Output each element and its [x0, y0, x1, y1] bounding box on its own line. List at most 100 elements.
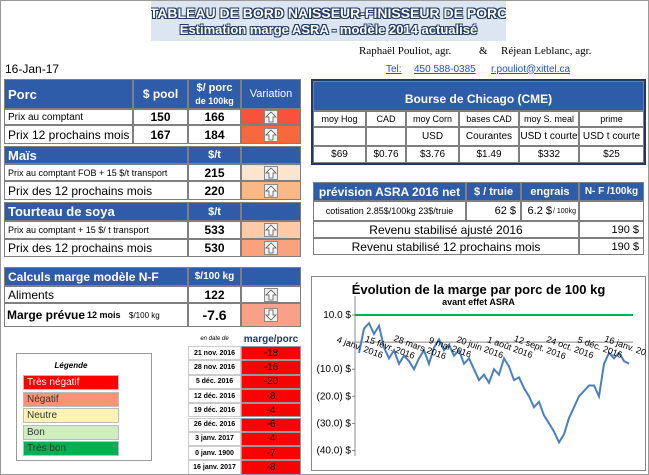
section-title: Porc: [4, 79, 133, 109]
cme-unit: USD t courte: [579, 127, 644, 146]
legend-item: Très bon: [23, 441, 119, 456]
history-date: 12 déc. 2016: [188, 388, 241, 404]
price: 166: [188, 109, 241, 125]
price: 184: [188, 125, 241, 144]
cme-value: $0.76: [366, 146, 406, 163]
history-date: 0 janv. 1900: [188, 446, 241, 461]
cme-column: moy Corn: [406, 111, 459, 127]
tel-label: Tel:: [386, 63, 402, 75]
author: Raphaël Pouliot, agr.: [359, 44, 452, 57]
y-tick-label: (30.0) $: [317, 418, 352, 429]
cme-column: bases CAD: [459, 111, 519, 127]
engrais-box: [521, 201, 579, 221]
cme-unit: USD: [406, 127, 459, 146]
chart-box: [311, 276, 646, 471]
author: Réjean Leblanc, agr.: [501, 44, 592, 57]
price: 220: [188, 181, 241, 200]
cme-column: prime: [579, 111, 644, 127]
history-value: -4: [241, 403, 301, 418]
subtitle: Estimation marge ASRA - modèle 2014 actu…: [179, 22, 478, 37]
legend-item: Bon: [23, 424, 119, 440]
variation-cell: [241, 303, 301, 327]
chart-subtitle: avant effet ASRA: [442, 296, 515, 307]
history-value: -20: [241, 374, 301, 389]
history-header: en date de: [200, 336, 229, 342]
variation-arrow: [264, 241, 278, 255]
row-label: Marge prévue: [7, 308, 86, 322]
variation-arrow: [264, 183, 278, 198]
price: 533: [188, 221, 241, 239]
truie: 62 $: [466, 201, 521, 221]
y-tick-label: (10.0) $: [317, 364, 352, 375]
title: TABLEAU DE BORD NAISSEUR-FINISSEUR DE PO…: [151, 5, 506, 21]
legend-item: Négatif: [23, 391, 119, 407]
history-date: 19 déc. 2016: [188, 403, 241, 418]
price: 167: [133, 125, 188, 144]
engrais-unit: / 100kg: [553, 207, 576, 215]
asra-header: engrais: [521, 182, 579, 201]
history-date: 26 déc. 2016: [188, 417, 241, 432]
row-label: $/100 kg: [129, 310, 160, 320]
revenu-value: 190 $: [579, 238, 644, 255]
section-title: Tourteau de soya: [4, 202, 188, 221]
tel[interactable]: 450 588-0385: [414, 63, 476, 75]
price: 150: [133, 109, 188, 125]
legend-item: Neutre: [23, 408, 119, 423]
y-tick-label: 10.0 $: [323, 310, 351, 321]
column-header: de 100kg: [195, 95, 234, 106]
column-header: $/t: [188, 202, 241, 221]
cme-value: $332: [519, 146, 579, 163]
value: 122: [188, 286, 241, 303]
arrow: [265, 288, 277, 300]
cme-unit: Courantes: [459, 127, 519, 146]
row-label-box: [4, 303, 188, 327]
price: 530: [188, 239, 241, 257]
legend-title: Légende: [54, 361, 88, 370]
asra-header: $ / truie: [466, 182, 521, 201]
chart: 10.0 $-(10.0) $(20.0) $(30.0) $(40.0) $4…: [317, 296, 646, 457]
email[interactable]: r.pouliot@xittel.ca: [491, 63, 571, 75]
arrow: [265, 128, 277, 140]
variation-arrow: [264, 223, 278, 237]
column-header: Variation: [241, 79, 301, 109]
y-tick-label: (40.0) $: [317, 446, 352, 457]
legend-box: [16, 353, 152, 461]
section-title: Calculs marge modèle N-F: [4, 267, 188, 286]
asra-header: N- F /100kg: [579, 182, 644, 201]
cme-value: $25: [579, 146, 644, 163]
column-header: $/t: [188, 146, 241, 164]
cme-column: moy S. meal: [519, 111, 579, 127]
row-label: Prix des 12 prochains mois: [4, 181, 188, 200]
arrow: [265, 309, 277, 321]
variation-cell: [241, 286, 301, 303]
cme-unit: [366, 127, 406, 146]
variation-cell: [241, 164, 301, 181]
history-value: -4: [241, 431, 301, 447]
variation-arrow: [264, 127, 278, 142]
column-header-box: [241, 267, 301, 286]
variation-cell: [241, 221, 301, 239]
line-series: [358, 321, 630, 445]
history-value: -6: [241, 417, 301, 432]
section-title: Maïs: [4, 146, 188, 164]
chart-title: Évolution de la marge par porc de 100 kg: [351, 281, 606, 297]
legend-item: Très négatif: [23, 375, 119, 390]
cme-unit: [313, 127, 366, 146]
arrow: [265, 166, 277, 178]
revenu-label: Revenu stabilisé 12 prochains mois: [313, 238, 579, 255]
header-band: [151, 1, 506, 41]
row-label: Aliments: [4, 286, 188, 303]
column-header-box: [241, 202, 301, 221]
asra-header: prévision ASRA 2016 net: [313, 182, 466, 201]
variation-arrow: [264, 287, 278, 302]
author-separator: &: [479, 44, 488, 57]
history-date: 21 nov. 2016: [188, 346, 241, 361]
history-date: 5 déc. 2016: [188, 374, 241, 389]
price: 215: [188, 164, 241, 181]
date: 16-Jan-17: [5, 62, 60, 76]
variation-arrow: [264, 165, 278, 180]
history-value: -8: [241, 388, 301, 404]
variation-arrow: [264, 308, 278, 322]
cme-value: $3.76: [406, 146, 459, 163]
